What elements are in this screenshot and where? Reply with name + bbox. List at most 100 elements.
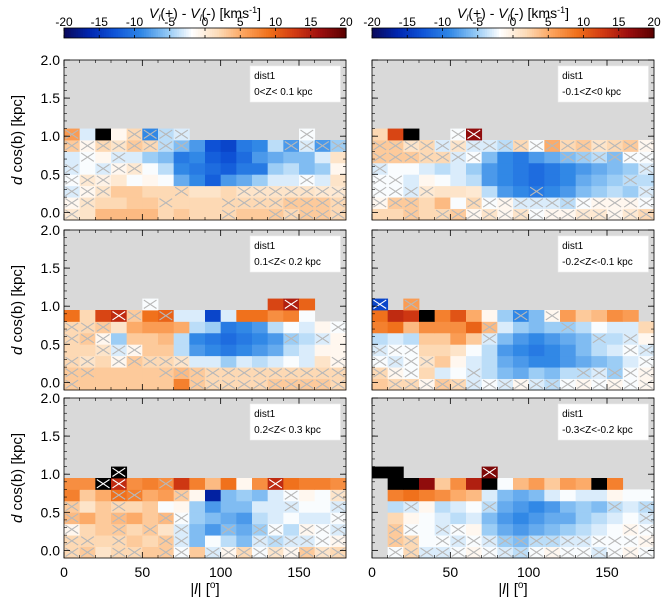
cross-line <box>80 368 95 378</box>
heatmap-cell <box>513 162 530 175</box>
cross-mark <box>623 209 638 219</box>
heatmap-cell <box>497 174 514 187</box>
cross-mark <box>174 356 189 367</box>
cross-mark <box>315 524 330 535</box>
heatmap-cell <box>607 523 624 536</box>
cross-line <box>331 547 345 557</box>
cross-line <box>112 479 126 489</box>
colorbar-segment <box>379 28 382 38</box>
cross-line <box>96 333 110 344</box>
cross-mark <box>112 536 126 546</box>
cross-mark <box>608 501 622 512</box>
colorbar-segment <box>244 28 248 38</box>
colorbar-segment <box>595 28 599 38</box>
cross-mark <box>388 198 403 208</box>
cross-line <box>315 368 330 378</box>
heatmap-cell <box>299 489 316 502</box>
cross-line <box>300 186 314 197</box>
x-axis-label-part: | <box>498 581 502 598</box>
heatmap-cell <box>236 332 253 345</box>
cross-mark <box>498 536 512 546</box>
heatmap-cell <box>575 321 592 334</box>
x-tick-label: 100 <box>517 564 541 580</box>
heatmap-cell <box>95 523 112 536</box>
colorbar-segment <box>85 28 89 38</box>
colorbar-segment <box>520 28 523 38</box>
cross-mark <box>404 547 418 557</box>
x-tick-label: 50 <box>443 564 459 580</box>
colorbar-segment <box>134 28 138 38</box>
panel-label-dataset: dist1 <box>562 241 584 252</box>
cross-line <box>435 524 450 535</box>
heatmap-cell <box>387 489 404 502</box>
cross-mark <box>65 186 79 197</box>
heatmap-cell <box>481 162 498 175</box>
cross-line <box>467 368 481 378</box>
cross-line <box>592 368 606 378</box>
heatmap-cell <box>591 512 608 525</box>
cross-line <box>623 345 638 355</box>
cross-mark <box>237 547 251 557</box>
heatmap-cell <box>466 512 483 525</box>
colorbar-segment <box>386 28 390 38</box>
heatmap-cell <box>450 355 467 368</box>
cross-line <box>159 129 173 139</box>
cross-line <box>331 513 345 523</box>
cross-line <box>639 209 653 219</box>
colorbar-segment <box>496 28 500 38</box>
colorbar-segment <box>280 28 284 38</box>
heatmap-cell <box>466 478 483 490</box>
colorbar-segment <box>207 28 211 38</box>
cross-line <box>545 198 559 208</box>
cross-line <box>388 356 403 367</box>
x-axis-label-part: | <box>190 581 194 598</box>
heatmap-cell <box>434 321 451 334</box>
heatmap-cell <box>95 197 112 209</box>
colorbar-segment <box>334 28 338 38</box>
heatmap-cell <box>95 208 112 221</box>
heatmap-cell <box>283 355 300 368</box>
colorbar-segment <box>449 28 453 38</box>
cross-mark <box>498 141 512 151</box>
cross-mark <box>331 198 345 208</box>
heatmap-cell <box>126 174 143 187</box>
heatmap-cell <box>158 500 175 513</box>
cross-line <box>65 356 79 367</box>
heatmap-cell <box>387 321 404 334</box>
cross-line <box>623 175 638 185</box>
colorbar-segment <box>284 28 288 38</box>
heatmap-cell <box>111 367 128 379</box>
cross-mark <box>300 379 314 389</box>
heatmap-cell <box>528 162 545 175</box>
cross-line <box>467 129 481 139</box>
heatmap-cell <box>314 162 331 175</box>
cross-mark <box>373 356 387 367</box>
colorbar-segment <box>376 28 380 38</box>
cross-line <box>482 547 497 557</box>
colorbar-segment <box>254 28 258 38</box>
y-tick-label: 2.0 <box>41 222 61 238</box>
panel-label: dist1 0.2<Z< 0.3 kpc <box>249 403 341 441</box>
colorbar-segment <box>461 28 465 38</box>
heatmap-cell <box>158 378 175 391</box>
cross-mark <box>639 524 653 535</box>
cross-mark <box>253 186 267 197</box>
heatmap-cell <box>528 523 545 536</box>
colorbar-segment <box>646 28 650 38</box>
cross-line <box>65 198 79 208</box>
cross-line <box>482 333 497 344</box>
cross-mark <box>112 547 126 557</box>
heatmap-cell <box>267 512 284 525</box>
colorbar-segment <box>118 28 121 38</box>
heatmap-cell <box>236 355 253 368</box>
cross-mark <box>159 141 173 151</box>
cross-line <box>514 536 528 546</box>
colorbar-segment <box>150 28 154 38</box>
colorbar-segment <box>574 28 578 38</box>
heatmap-cell <box>434 162 451 175</box>
cross-line <box>315 536 330 546</box>
colorbar-segment <box>71 28 74 38</box>
cross-mark <box>190 368 204 378</box>
heatmap-cell <box>575 489 592 502</box>
heatmap-cell <box>497 355 514 368</box>
